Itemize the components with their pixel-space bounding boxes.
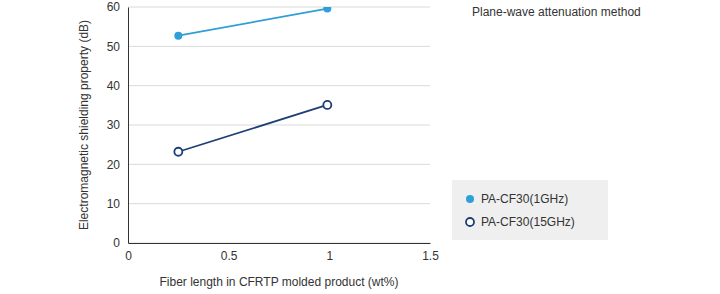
tick: 40 — [107, 79, 128, 93]
grid-line — [128, 164, 430, 165]
tick: 0 — [125, 243, 132, 263]
grid-line — [128, 243, 430, 244]
series-line — [178, 9, 327, 36]
tick-label: 10 — [107, 197, 121, 211]
tick-label: 0.5 — [221, 249, 238, 263]
grid-line — [128, 203, 430, 204]
tick-label: 0 — [125, 249, 132, 263]
tick: 1.5 — [422, 243, 439, 263]
tick: 0 — [113, 236, 128, 250]
tick-label: 50 — [107, 40, 121, 54]
legend-marker — [466, 195, 474, 203]
tick-label: 20 — [107, 158, 121, 172]
series-line — [178, 105, 327, 152]
point — [323, 7, 331, 13]
tick-label: 1.5 — [422, 249, 439, 263]
point — [174, 148, 182, 156]
plot: 0 0.5 1 1.5 0 10 20 30 40 50 60 — [107, 0, 440, 262]
x-axis: 0 0.5 1 1.5 — [125, 243, 439, 263]
tick: 10 — [107, 197, 128, 211]
axis-line — [128, 8, 129, 244]
marks — [174, 7, 331, 156]
tick-label: 60 — [107, 0, 121, 14]
legend-marker — [466, 218, 474, 226]
axis-line — [129, 243, 431, 244]
grid-line — [128, 46, 430, 47]
y-axis-title: Electromagnetic shielding property (dB) — [77, 20, 91, 230]
tick-label: 40 — [107, 79, 121, 93]
legend-label: PA-CF30(1GHz) — [481, 192, 568, 206]
tick: 0.5 — [221, 243, 238, 263]
tick: 20 — [107, 158, 128, 172]
point — [174, 32, 182, 40]
x-axis-title: Fiber length in CFRTP molded product (wt… — [160, 275, 399, 289]
grid-line — [128, 85, 430, 86]
legend-label: PA-CF30(15GHz) — [481, 215, 575, 229]
tick: 50 — [107, 40, 128, 54]
title: Plane-wave attenuation method — [472, 5, 641, 19]
tick: 30 — [107, 118, 128, 132]
y-axis: 0 10 20 30 40 50 60 — [107, 0, 129, 250]
tick-label: 30 — [107, 118, 121, 132]
tick: 60 — [107, 0, 128, 14]
grid-line — [128, 125, 430, 126]
tick-label: 1 — [326, 249, 333, 263]
grid-line — [128, 7, 430, 8]
point — [323, 101, 331, 109]
legend-box — [452, 180, 608, 240]
grid — [128, 7, 430, 243]
tick: 1 — [326, 243, 333, 263]
chart: 0 0.5 1 1.5 0 10 20 30 40 50 60 Fiber length in CFR… — [0, 0, 720, 294]
tick-label: 0 — [113, 236, 120, 250]
legend: PA-CF30(1GHz) PA-CF30(15GHz) — [452, 180, 608, 240]
